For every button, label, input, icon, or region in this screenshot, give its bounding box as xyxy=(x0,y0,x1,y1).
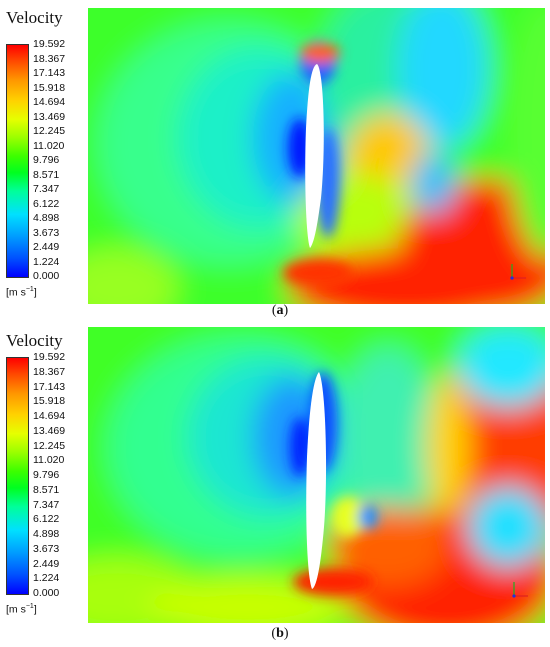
figure-panel-a: Velocity [m s−1] xyxy=(0,0,550,323)
colorbar-tick-label: 17.143 xyxy=(33,67,66,79)
velocity-contour-field xyxy=(88,327,545,623)
unit-label: [m s−1] xyxy=(6,603,37,616)
colorbar-tick-label: 11.020 xyxy=(33,139,65,152)
colorbar-tick-label: 12.245 xyxy=(33,125,66,137)
velocity-contour-field xyxy=(88,8,545,304)
colorbar-tick-label: 18.367 xyxy=(33,365,66,378)
colorbar-tick-label: 15.918 xyxy=(33,81,66,94)
legend-title: Velocity xyxy=(6,331,63,350)
colorbar-tick-label: 19.592 xyxy=(33,351,66,363)
colorbar xyxy=(6,44,29,278)
colorbar xyxy=(6,357,29,595)
colorbar-tick-label: 14.694 xyxy=(33,410,66,422)
colorbar-tick-label: 6.122 xyxy=(33,197,60,210)
colorbar-tick-label: 0.000 xyxy=(33,270,60,282)
caption-a: (a) xyxy=(271,303,289,318)
colorbar-tick-label: 6.122 xyxy=(33,513,60,526)
colorbar-tick-label: 3.673 xyxy=(33,226,60,239)
colorbar-tick-label: 9.796 xyxy=(33,469,60,481)
axis-triad-icon xyxy=(512,582,528,598)
legend-title: Velocity xyxy=(6,8,63,27)
colorbar-tick-label: 4.898 xyxy=(33,528,60,540)
colorbar-tick-label: 2.449 xyxy=(33,241,60,253)
unit-label: [m s−1] xyxy=(6,286,37,299)
colorbar-tick-label: 0.000 xyxy=(33,587,60,599)
colorbar-tick-label: 4.898 xyxy=(33,212,60,224)
colorbar-tick-label: 11.020 xyxy=(33,454,65,467)
colorbar-tick-label: 7.347 xyxy=(33,183,60,195)
colorbar-tick-label: 13.469 xyxy=(33,424,66,437)
colorbar-tick-label: 14.694 xyxy=(33,96,66,108)
colorbar-tick-label: 19.592 xyxy=(33,38,66,50)
colorbar-tick-label: 8.571 xyxy=(33,168,60,181)
airfoil-blade xyxy=(306,372,327,589)
colorbar-tick-label: 1.224 xyxy=(33,572,60,585)
colorbar-tick-label: 9.796 xyxy=(33,154,60,166)
colorbar-tick-label: 3.673 xyxy=(33,542,60,555)
colorbar-tick-label: 15.918 xyxy=(33,395,66,408)
velocity-contour-svg xyxy=(88,327,545,623)
airfoil-blade xyxy=(305,64,324,248)
colorbar-tick-label: 17.143 xyxy=(33,380,66,393)
caption-b: (b) xyxy=(271,626,289,641)
axis-triad-icon xyxy=(510,264,526,280)
colorbar-tick-label: 13.469 xyxy=(33,110,66,123)
colorbar-tick-label: 1.224 xyxy=(33,255,60,268)
colorbar-tick-label: 18.367 xyxy=(33,52,66,65)
colorbar-tick-label: 2.449 xyxy=(33,557,60,570)
colorbar-tick-label: 12.245 xyxy=(33,439,66,452)
figure-panel-b: Velocity [m s−1] xyxy=(0,323,550,647)
colorbar-tick-label: 8.571 xyxy=(33,483,60,496)
colorbar-tick-label: 7.347 xyxy=(33,498,60,511)
velocity-contour-svg xyxy=(88,8,545,304)
